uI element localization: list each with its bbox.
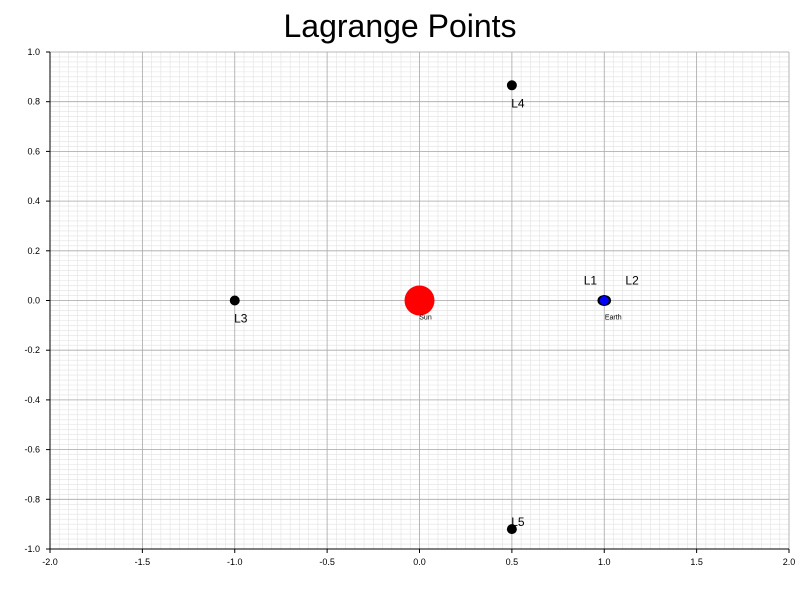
lagrange-label-l1: L1 [584, 274, 598, 288]
chart-title: Lagrange Points [283, 8, 517, 44]
lagrange-point-l4 [506, 80, 517, 91]
lagrange-point-l5 [506, 524, 517, 535]
y-tick-label: 0.6 [27, 146, 40, 156]
x-tick-label: 0.5 [506, 557, 519, 567]
x-tick-label: -1.5 [135, 557, 151, 567]
y-tick-label: 0.4 [27, 196, 40, 206]
sun-label: Sun [419, 315, 432, 322]
x-tick-label: 0.0 [413, 557, 426, 567]
x-tick-label: -2.0 [42, 557, 58, 567]
y-tick-label: -0.4 [24, 395, 40, 405]
lagrange-point-l3 [229, 295, 240, 306]
earth-label: Earth [605, 315, 622, 322]
lagrange-label-l4: L4 [511, 96, 525, 110]
y-tick-label: 1.0 [27, 47, 40, 57]
y-tick-label: 0.8 [27, 97, 40, 107]
x-tick-label: -1.0 [227, 557, 243, 567]
y-tick-label: 0.0 [27, 296, 40, 306]
lagrange-label-l5: L5 [511, 515, 525, 529]
y-tick-label: -0.2 [24, 345, 40, 355]
x-tick-label: -0.5 [319, 557, 335, 567]
sun-marker [404, 285, 435, 316]
x-tick-label: 1.0 [598, 557, 611, 567]
x-tick-label: 2.0 [783, 557, 796, 567]
x-tick-label: 1.5 [690, 557, 703, 567]
lagrange-label-l2: L2 [625, 274, 639, 288]
y-tick-label: -0.8 [24, 494, 40, 504]
lagrange-label-l3: L3 [234, 312, 248, 326]
y-tick-label: -0.6 [24, 445, 40, 455]
y-tick-label: 0.2 [27, 246, 40, 256]
earth-marker [598, 295, 610, 306]
y-tick-label: -1.0 [24, 544, 40, 554]
